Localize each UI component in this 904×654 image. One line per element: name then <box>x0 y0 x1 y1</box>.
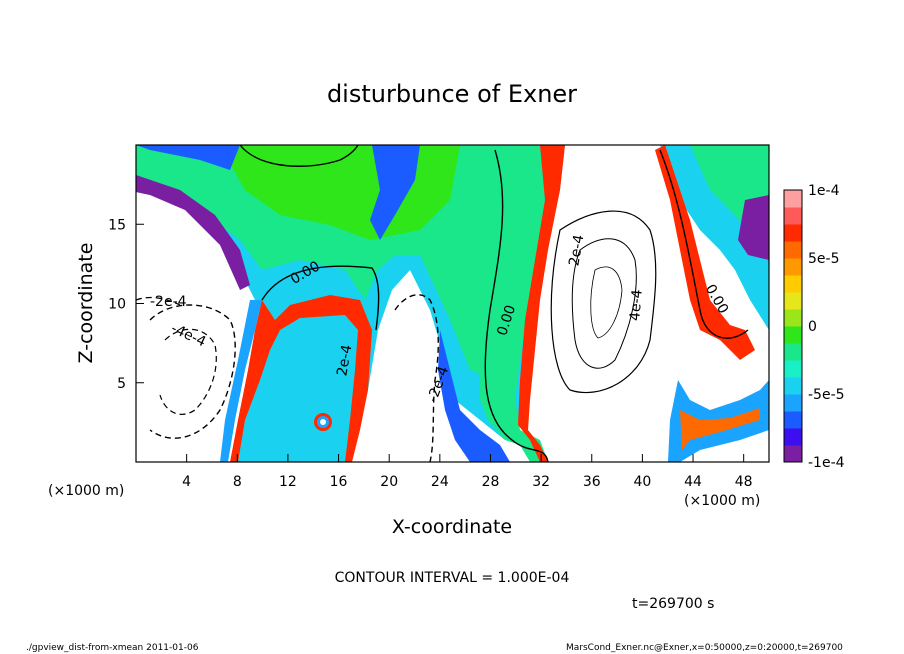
chart-title: disturbunce of Exner <box>327 80 577 108</box>
colorbar-tick-label: 5e-5 <box>808 251 839 267</box>
x-tick-label: 12 <box>279 474 297 490</box>
y-unit-note: (×1000 m) <box>48 483 124 499</box>
footer-left: ./gpview_dist-from-xmean 2011-01-06 <box>26 643 199 653</box>
colorbar-swatch <box>784 275 802 293</box>
x-tick-label: 24 <box>431 474 449 490</box>
contour-label: -2e-4 <box>150 294 187 310</box>
x-tick-label: 48 <box>735 474 753 490</box>
colorbar-tick-label: -1e-4 <box>808 455 845 471</box>
colorbar-swatch <box>784 445 802 463</box>
y-tick-label: 5 <box>117 376 126 392</box>
colorbar-swatch <box>784 360 802 378</box>
colorbar-ticks: 1e-4 5e-5 0 -5e-5 -1e-4 <box>808 183 845 471</box>
x-tick-label: 32 <box>532 474 550 490</box>
colorbar-tick-label: 1e-4 <box>808 183 840 199</box>
colorbar-swatch <box>784 428 802 446</box>
y-tick-label: 15 <box>108 217 126 233</box>
y-tick-label: 10 <box>108 297 126 313</box>
colorbar-tick-label: 0 <box>808 319 817 335</box>
colorbar-swatch <box>784 326 802 344</box>
colorbar-swatch <box>784 292 802 310</box>
contour-field <box>136 145 769 462</box>
x-tick-label: 36 <box>583 474 601 490</box>
x-unit-note: (×1000 m) <box>684 493 760 509</box>
time-stamp: t=269700 s <box>632 596 714 612</box>
contour-label: 2e-4 <box>566 233 587 267</box>
contour-interval: CONTOUR INTERVAL = 1.000E-04 <box>335 570 570 586</box>
contour-label: 4e-4 <box>627 289 646 322</box>
colorbar-swatch <box>784 377 802 395</box>
x-tick-label: 28 <box>482 474 500 490</box>
x-tick-label: 44 <box>684 474 702 490</box>
footer-right: MarsCond_Exner.nc@Exner,x=0:50000,z=0:20… <box>566 643 843 653</box>
x-tick-label: 40 <box>633 474 651 490</box>
x-axis-label: X-coordinate <box>392 516 512 538</box>
x-tick-label: 4 <box>182 474 191 490</box>
y-axis-label: Z-coordinate <box>75 243 97 364</box>
x-tick-label: 16 <box>330 474 348 490</box>
colorbar-swatch <box>784 309 802 327</box>
colorbar-swatch <box>784 411 802 429</box>
colorbar-swatch <box>784 258 802 276</box>
contour-label: 2e-4 <box>334 343 355 377</box>
colorbar-swatch <box>784 394 802 412</box>
colorbar-swatch <box>784 241 802 259</box>
colorbar-swatch <box>784 190 802 208</box>
colorbar-tick-label: -5e-5 <box>808 387 845 403</box>
colorbar-swatch <box>784 207 802 225</box>
x-axis-ticks: 4 8 12 16 20 24 28 32 36 40 44 48 <box>182 454 753 490</box>
colorbar <box>783 189 803 463</box>
x-tick-label: 20 <box>380 474 398 490</box>
colorbar-swatch <box>784 224 802 242</box>
colorbar-swatch <box>784 343 802 361</box>
x-tick-label: 8 <box>233 474 242 490</box>
y-axis-ticks: 5 10 15 <box>108 217 144 392</box>
colorbar-frame <box>783 189 803 463</box>
